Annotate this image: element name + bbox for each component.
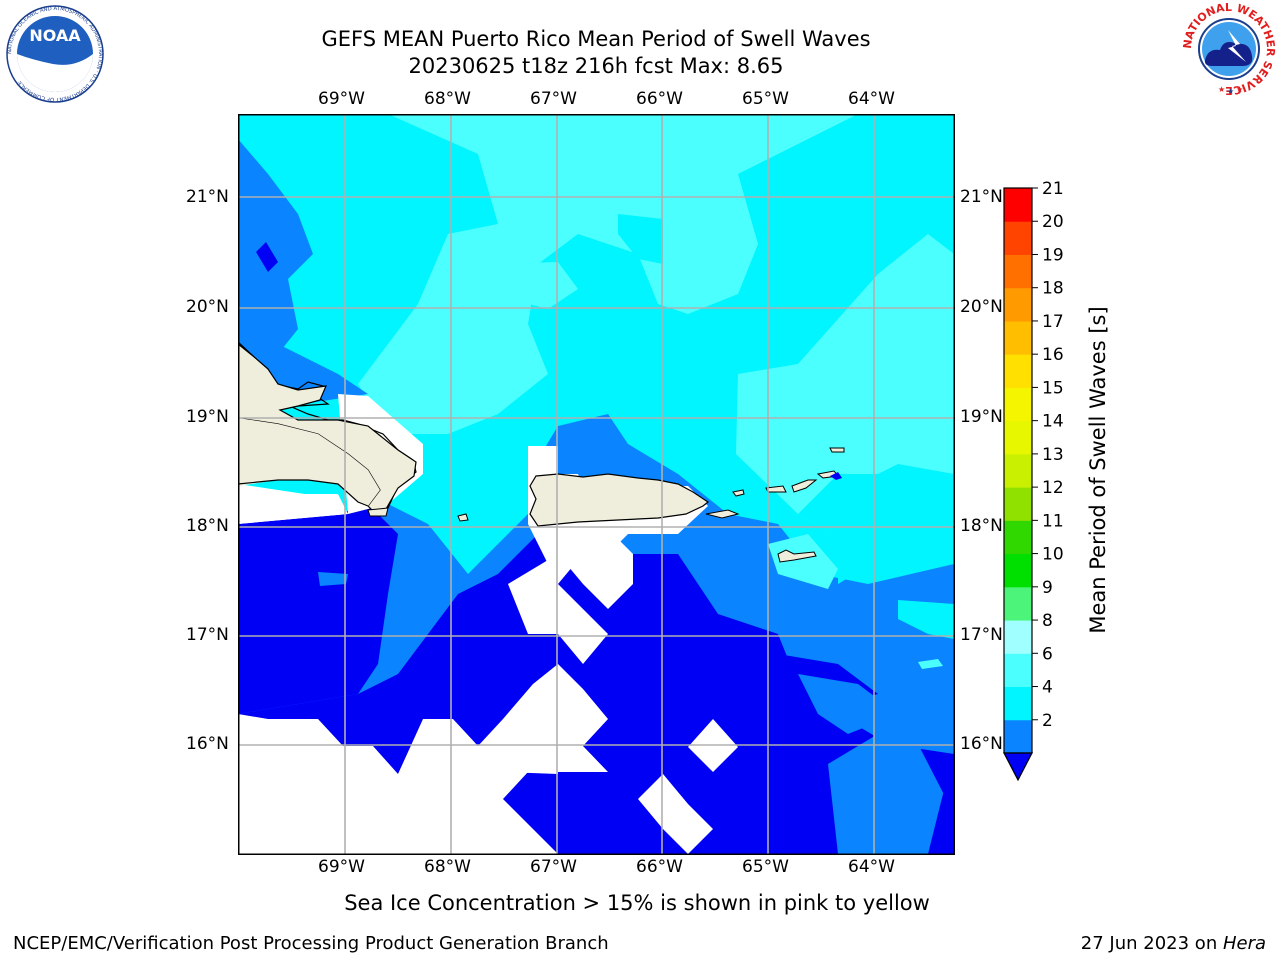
colorbar-tick-label: 14 (1042, 412, 1064, 432)
colorbar-tick-label: 20 (1042, 212, 1064, 232)
colorbar-cell (1004, 420, 1032, 455)
swell-contour-2-4 (238, 504, 398, 714)
colorbar-cell (1004, 553, 1032, 588)
land-hispaniola (238, 343, 417, 515)
run-date-prefix: 27 Jun 2023 on (1080, 933, 1223, 954)
lon-label-bottom: 66°W (636, 857, 683, 877)
lat-label-left: 20°N (186, 297, 229, 317)
lon-label-bottom: 67°W (530, 857, 577, 877)
credit-text: NCEP/EMC/Verification Post Processing Pr… (13, 933, 609, 954)
lon-label-top: 66°W (636, 89, 683, 109)
colorbar-cell (1004, 653, 1032, 688)
swell-period-map (238, 114, 955, 855)
colorbar-cell (1004, 221, 1032, 255)
colorbar-cell (1004, 719, 1032, 754)
colorbar-frame (1003, 187, 1033, 754)
noaa-logo-text: NOAA (29, 26, 81, 45)
colorbar: 21 20 19 18 17 16 15 14 13 12 11 10 9 8 6 4 2 (1003, 180, 1064, 782)
lat-label-right: 21°N (960, 187, 1003, 207)
colorbar-cell (1004, 354, 1032, 388)
land-virgin-islands (732, 489, 745, 497)
graticule (238, 114, 954, 854)
run-date: 27 Jun 2023 on Hera (1081, 933, 1266, 954)
nws-star-icon: ★ (1236, 85, 1243, 94)
lat-label-right: 20°N (960, 297, 1003, 317)
lon-label-bottom: 69°W (318, 857, 365, 877)
nws-star-icon: ★ (1218, 85, 1225, 94)
colorbar-tick-label: 2 (1042, 711, 1053, 731)
lat-label-left: 18°N (186, 516, 229, 536)
land-puerto-rico (529, 473, 710, 527)
colorbar-tick-label: 12 (1042, 478, 1064, 498)
map-frame (238, 114, 955, 855)
lon-label-top: 67°W (530, 89, 577, 109)
colorbar-tick-label: 18 (1042, 279, 1064, 299)
colorbar-under-arrow (1003, 752, 1033, 782)
nws-star-icon: ★ (1227, 87, 1234, 96)
colorbar-tick-label: 11 (1042, 511, 1064, 531)
colorbar-tick-label: 17 (1042, 312, 1064, 332)
lat-label-left: 16°N (186, 734, 229, 754)
noaa-logo: NOAA NATIONAL OCEANIC AND ATMOSPHERIC AD… (6, 5, 104, 103)
lat-label-left: 17°N (186, 625, 229, 645)
colorbar-tick-label: 10 (1042, 545, 1064, 565)
colorbar-tick-label: 16 (1042, 345, 1064, 365)
colorbar-cell (1004, 686, 1032, 721)
colorbar-tick-label: 13 (1042, 445, 1064, 465)
lat-label-right: 16°N (960, 734, 1003, 754)
colorbar-tick-label: 15 (1042, 378, 1064, 398)
colorbar-tick-label: 6 (1042, 644, 1053, 664)
colorbar-cells (1004, 188, 1032, 754)
colorbar-tick-label: 19 (1042, 245, 1064, 265)
colorbar-tick-label: 9 (1042, 578, 1053, 598)
colorbar-cell (1004, 254, 1032, 289)
run-date-host: Hera (1222, 933, 1266, 954)
lon-label-top: 64°W (848, 89, 895, 109)
colorbar-ticks: 21 20 19 18 17 16 15 14 13 12 11 10 9 8 6 4 2 (1032, 180, 1064, 731)
lat-label-right: 19°N (960, 407, 1003, 427)
lat-label-right: 18°N (960, 516, 1003, 536)
lat-label-left: 19°N (186, 407, 229, 427)
colorbar-cell (1004, 453, 1032, 488)
lon-label-bottom: 68°W (424, 857, 471, 877)
colorbar-cell (1004, 320, 1032, 355)
map-subtitle: 20230625 t18z 216h fcst Max: 8.65 (408, 54, 784, 78)
colorbar-cell (1004, 586, 1032, 621)
colorbar-tick-label: 8 (1042, 611, 1053, 631)
lat-label-right: 17°N (960, 625, 1003, 645)
nws-logo: NATIONAL WEATHER SERVICE ★ ★ ★ (1181, 1, 1277, 97)
colorbar-cell (1004, 188, 1032, 222)
lon-label-top: 65°W (742, 89, 789, 109)
lon-label-bottom: 64°W (848, 857, 895, 877)
lon-label-top: 69°W (318, 89, 365, 109)
sea-ice-note: Sea Ice Concentration > 15% is shown in … (344, 891, 930, 915)
colorbar-cell (1004, 287, 1032, 322)
colorbar-cell (1004, 520, 1032, 555)
colorbar-cell (1004, 487, 1032, 521)
colorbar-cell (1004, 620, 1032, 654)
colorbar-label: Mean Period of Swell Waves [s] (1086, 306, 1110, 634)
colorbar-tick-label: 4 (1042, 678, 1053, 698)
colorbar-cell (1004, 387, 1032, 422)
map-title: GEFS MEAN Puerto Rico Mean Period of Swe… (321, 27, 871, 51)
lon-label-bottom: 65°W (742, 857, 789, 877)
colorbar-tick-label: 21 (1042, 180, 1064, 199)
lat-label-left: 21°N (186, 187, 229, 207)
lon-label-top: 68°W (424, 89, 471, 109)
